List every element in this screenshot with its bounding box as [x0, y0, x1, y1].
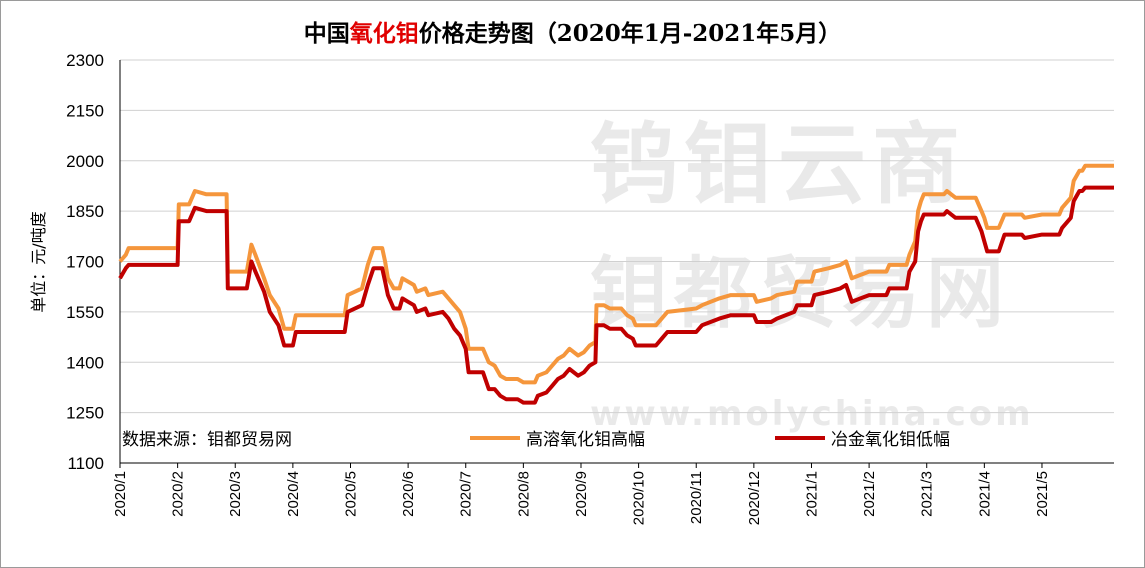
x-tick-label: 2020/1 [112, 471, 129, 517]
y-tick-label: 2150 [66, 101, 104, 120]
x-tick-label: 2021/2 [861, 471, 878, 517]
y-axis-label: 单位：元/吨度 [29, 211, 48, 312]
title-prefix: 中国 [303, 20, 350, 47]
x-tick-label: 2020/6 [400, 471, 417, 517]
x-tick-label: 2020/8 [515, 471, 532, 517]
y-tick-label: 1400 [66, 353, 104, 372]
legend-label-high: 高溶氧化钼高幅 [526, 430, 645, 450]
series-line-low [118, 185, 1114, 405]
x-tick-label: 2020/9 [573, 471, 590, 517]
x-tick-label: 2021/4 [976, 471, 993, 517]
source-note: 数据来源：钼都贸易网 [122, 430, 292, 450]
y-tick-label: 1100 [67, 454, 104, 473]
grid [120, 59, 1114, 414]
y-tick-label: 2300 [66, 51, 104, 70]
x-tick-label: 2020/4 [285, 471, 302, 517]
x-tick-label: 2020/7 [458, 471, 475, 517]
x-tick-label: 2020/12 [746, 471, 763, 525]
x-tick-label: 2020/11 [688, 471, 705, 524]
x-tick-label: 2021/3 [919, 471, 936, 517]
x-tick-label: 2020/10 [631, 471, 648, 525]
x-tick-label: 2021/1 [803, 471, 820, 517]
y-tick-label: 2000 [66, 152, 104, 171]
watermark-line1: 钨钼云商 [590, 113, 966, 216]
y-tick-label: 1550 [66, 303, 104, 322]
series-line-high [118, 163, 1114, 385]
x-tick-label: 2021/5 [1034, 471, 1051, 517]
chart-title: 中国氧化钼价格走势图（2020年1月-2021年5月） [0, 14, 1145, 48]
legend: 高溶氧化钼高幅 冶金氧化钼低幅 [470, 430, 950, 450]
x-tick-label: 2020/5 [342, 471, 359, 517]
axes: 1100 1250 1400 1550 1700 1850 2000 2150 2300 2020… [66, 51, 1114, 525]
x-tick-label: 2020/3 [227, 471, 244, 517]
title-highlight: 氧化钼 [349, 20, 419, 47]
legend-label-low: 冶金氧化钼低幅 [831, 430, 950, 450]
y-tick-label: 1250 [66, 404, 104, 423]
series [118, 163, 1114, 405]
y-tick-label: 1700 [66, 253, 104, 272]
watermark-url: www.molychina.com [590, 394, 1034, 434]
y-tick-label: 1850 [66, 202, 104, 221]
x-tick-label: 2020/2 [170, 471, 187, 517]
watermark: 钨钼云商 钼都贸易网 www.molychina.com [590, 113, 1034, 434]
title-suffix: 价格走势图（2020年1月-2021年5月） [418, 20, 842, 47]
